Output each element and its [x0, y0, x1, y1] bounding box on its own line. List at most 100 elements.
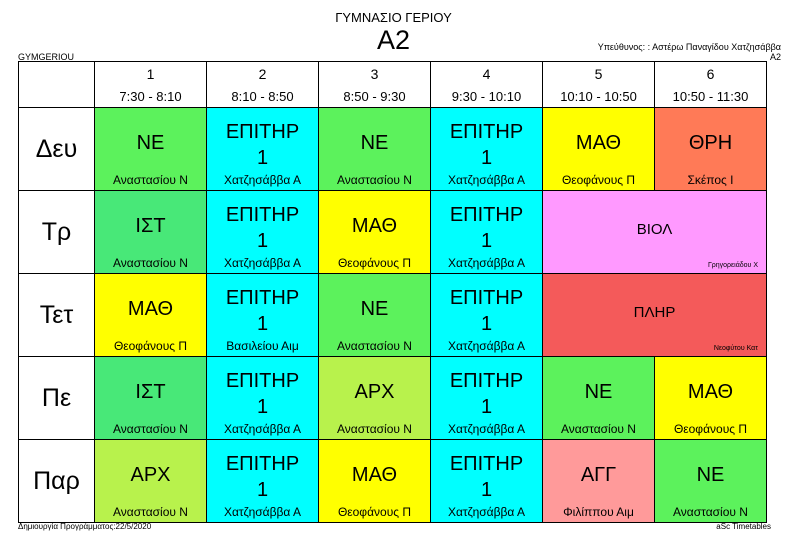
creation-date: Δημιουργία Προγράμματος:22/5/2020: [18, 522, 152, 531]
lesson-subject-line2: 1: [256, 396, 269, 418]
lesson-subject: ΕΠΙΤΗΡ 1: [431, 368, 542, 420]
lesson-teacher: Χατζησάββα Α: [223, 422, 302, 436]
lesson-subject-line1: ΕΠΙΤΗΡ: [449, 121, 524, 143]
lesson-subject: ΝΕ: [584, 381, 613, 403]
period-number: 6: [706, 66, 715, 82]
responsible-teacher: Υπεύθυνος: : Αστέρω Παναγίδου Χατζησάββα…: [598, 42, 781, 62]
lesson-teacher: Γρηγορειάδου Χ: [707, 262, 758, 269]
day-row-fri: Παρ ΑΡΧ Αναστασίου Ν ΕΠΙΤΗΡ 1 Χατζησάββα Α …: [18, 439, 767, 523]
lesson-teacher: Θεοφάνους Π: [561, 173, 636, 187]
lesson-cell: ΜΑΘ Θεοφάνους Π: [542, 107, 655, 191]
lesson-cell: ΝΕ Αναστασίου Ν: [94, 107, 207, 191]
period-number: 5: [594, 66, 603, 82]
lesson-cell: ΑΡΧ Αναστασίου Ν: [318, 356, 431, 440]
lesson-cell: ΝΕ Αναστασίου Ν: [542, 356, 655, 440]
lesson-subject: ΝΕ: [360, 132, 389, 154]
lesson-cell: ΜΑΘ Θεοφάνους Π: [654, 356, 767, 440]
lesson-subject: ΑΡΧ: [354, 381, 395, 403]
lesson-subject: ΒΙΟΛ: [636, 221, 673, 238]
lesson-teacher: Αναστασίου Ν: [113, 422, 188, 436]
lesson-subject-line2: 1: [480, 147, 493, 169]
lesson-subject: ΕΠΙΤΗΡ 1: [431, 119, 542, 171]
lesson-teacher: Χατζησάββα Α: [447, 256, 526, 270]
day-row-thu: Πε ΙΣΤ Αναστασίου Ν ΕΠΙΤΗΡ 1 Χατζησάββα Α Α…: [18, 356, 767, 440]
period-number: 1: [146, 66, 155, 82]
lesson-cell: ΑΡΧ Αναστασίου Ν: [94, 439, 207, 523]
responsible-label: Υπεύθυνος: : Αστέρω Παναγίδου Χατζησάββα: [597, 42, 781, 52]
lesson-teacher: Αναστασίου Ν: [561, 422, 636, 436]
lesson-subject: ΕΠΙΤΗΡ 1: [431, 202, 542, 254]
lesson-subject: ΕΠΙΤΗΡ 1: [207, 451, 318, 503]
lesson-cell: ΕΠΙΤΗΡ 1 Χατζησάββα Α: [430, 190, 543, 274]
double-lesson-cell: ΠΛΗΡ Νεοφύτου Κατ: [542, 273, 767, 357]
lesson-subject: ΑΓΓ: [580, 464, 617, 486]
lesson-subject: ΙΣΤ: [135, 381, 166, 403]
lesson-subject: ΜΑΘ: [127, 298, 174, 320]
lesson-cell: ΕΠΙΤΗΡ 1 Χατζησάββα Α: [430, 439, 543, 523]
lesson-subject-line2: 1: [256, 230, 269, 252]
lesson-teacher: Νεοφύτου Κατ: [713, 345, 758, 352]
lesson-cell: ΝΕ Αναστασίου Ν: [654, 439, 767, 523]
lesson-cell: ΝΕ Αναστασίου Ν: [318, 273, 431, 357]
lesson-teacher: Χατζησάββα Α: [447, 339, 526, 353]
period-number: 2: [258, 66, 267, 82]
lesson-subject: ΙΣΤ: [135, 215, 166, 237]
school-code: GYMGERIOU: [18, 52, 75, 62]
double-lesson-cell: ΒΙΟΛ Γρηγορειάδου Χ: [542, 190, 767, 274]
lesson-cell: ΕΠΙΤΗΡ 1 Χατζησάββα Α: [206, 439, 319, 523]
lesson-teacher: Χατζησάββα Α: [223, 173, 302, 187]
software-credit: aSc Timetables: [716, 522, 771, 531]
period-time: 9:30 - 10:10: [451, 89, 522, 104]
lesson-subject: ΜΑΘ: [351, 464, 398, 486]
day-label: Τρ: [18, 190, 95, 274]
lesson-teacher: Αναστασίου Ν: [337, 422, 412, 436]
lesson-cell: ΕΠΙΤΗΡ 1 Χατζησάββα Α: [430, 107, 543, 191]
lesson-subject-line1: ΕΠΙΤΗΡ: [225, 121, 300, 143]
lesson-teacher: Θεοφάνους Π: [113, 339, 188, 353]
period-header: 4 9:30 - 10:10: [430, 61, 543, 108]
lesson-teacher: Χατζησάββα Α: [447, 505, 526, 519]
lesson-subject: ΜΑΘ: [575, 132, 622, 154]
lesson-cell: ΕΠΙΤΗΡ 1 Χατζησάββα Α: [206, 107, 319, 191]
lesson-subject: ΕΠΙΤΗΡ 1: [207, 368, 318, 420]
lesson-subject: ΕΠΙΤΗΡ 1: [207, 285, 318, 337]
lesson-teacher: Θεοφάνους Π: [337, 256, 412, 270]
lesson-subject: ΜΑΘ: [687, 381, 734, 403]
lesson-teacher: Χατζησάββα Α: [447, 422, 526, 436]
lesson-subject: ΝΕ: [360, 298, 389, 320]
period-header: 3 8:50 - 9:30: [318, 61, 431, 108]
lesson-subject: ΘΡΗ: [688, 132, 733, 154]
day-label: Δευ: [18, 107, 95, 191]
lesson-teacher: Αναστασίου Ν: [337, 339, 412, 353]
lesson-subject-line2: 1: [256, 313, 269, 335]
day-label: Παρ: [18, 439, 95, 523]
lesson-subject-line1: ΕΠΙΤΗΡ: [449, 287, 524, 309]
lesson-subject: ΑΡΧ: [130, 464, 171, 486]
period-time: 10:50 - 11:30: [672, 89, 749, 104]
lesson-subject-line2: 1: [480, 230, 493, 252]
lesson-subject: ΠΛΗΡ: [633, 304, 676, 321]
lesson-subject: ΝΕ: [136, 132, 165, 154]
period-time: 7:30 - 8:10: [119, 89, 182, 104]
day-row-tue: Τρ ΙΣΤ Αναστασίου Ν ΕΠΙΤΗΡ 1 Χατζησάββα Α Μ…: [18, 190, 767, 274]
lesson-subject-line1: ΕΠΙΤΗΡ: [449, 204, 524, 226]
period-header: 2 8:10 - 8:50: [206, 61, 319, 108]
period-number: 4: [482, 66, 491, 82]
lesson-subject-line1: ΕΠΙΤΗΡ: [225, 453, 300, 475]
day-label: Πε: [18, 356, 95, 440]
day-row-wed: Τετ ΜΑΘ Θεοφάνους Π ΕΠΙΤΗΡ 1 Βασιλείου Αιμ …: [18, 273, 767, 357]
lesson-subject-line1: ΕΠΙΤΗΡ: [225, 287, 300, 309]
lesson-subject-line1: ΕΠΙΤΗΡ: [225, 370, 300, 392]
lesson-subject: ΕΠΙΤΗΡ 1: [431, 285, 542, 337]
class-title: Α2: [376, 25, 411, 55]
lesson-teacher: Αναστασίου Ν: [673, 505, 748, 519]
lesson-cell: ΑΓΓ Φιλίππου Αιμ: [542, 439, 655, 523]
lesson-cell: ΕΠΙΤΗΡ 1 Βασιλείου Αιμ: [206, 273, 319, 357]
lesson-cell: ΜΑΘ Θεοφάνους Π: [94, 273, 207, 357]
lesson-subject-line1: ΕΠΙΤΗΡ: [225, 204, 300, 226]
lesson-subject-line1: ΕΠΙΤΗΡ: [449, 370, 524, 392]
lesson-subject: ΝΕ: [696, 464, 725, 486]
lesson-teacher: Σκέπος Ι: [687, 173, 734, 187]
lesson-cell: ΘΡΗ Σκέπος Ι: [654, 107, 767, 191]
lesson-cell: ΜΑΘ Θεοφάνους Π: [318, 190, 431, 274]
